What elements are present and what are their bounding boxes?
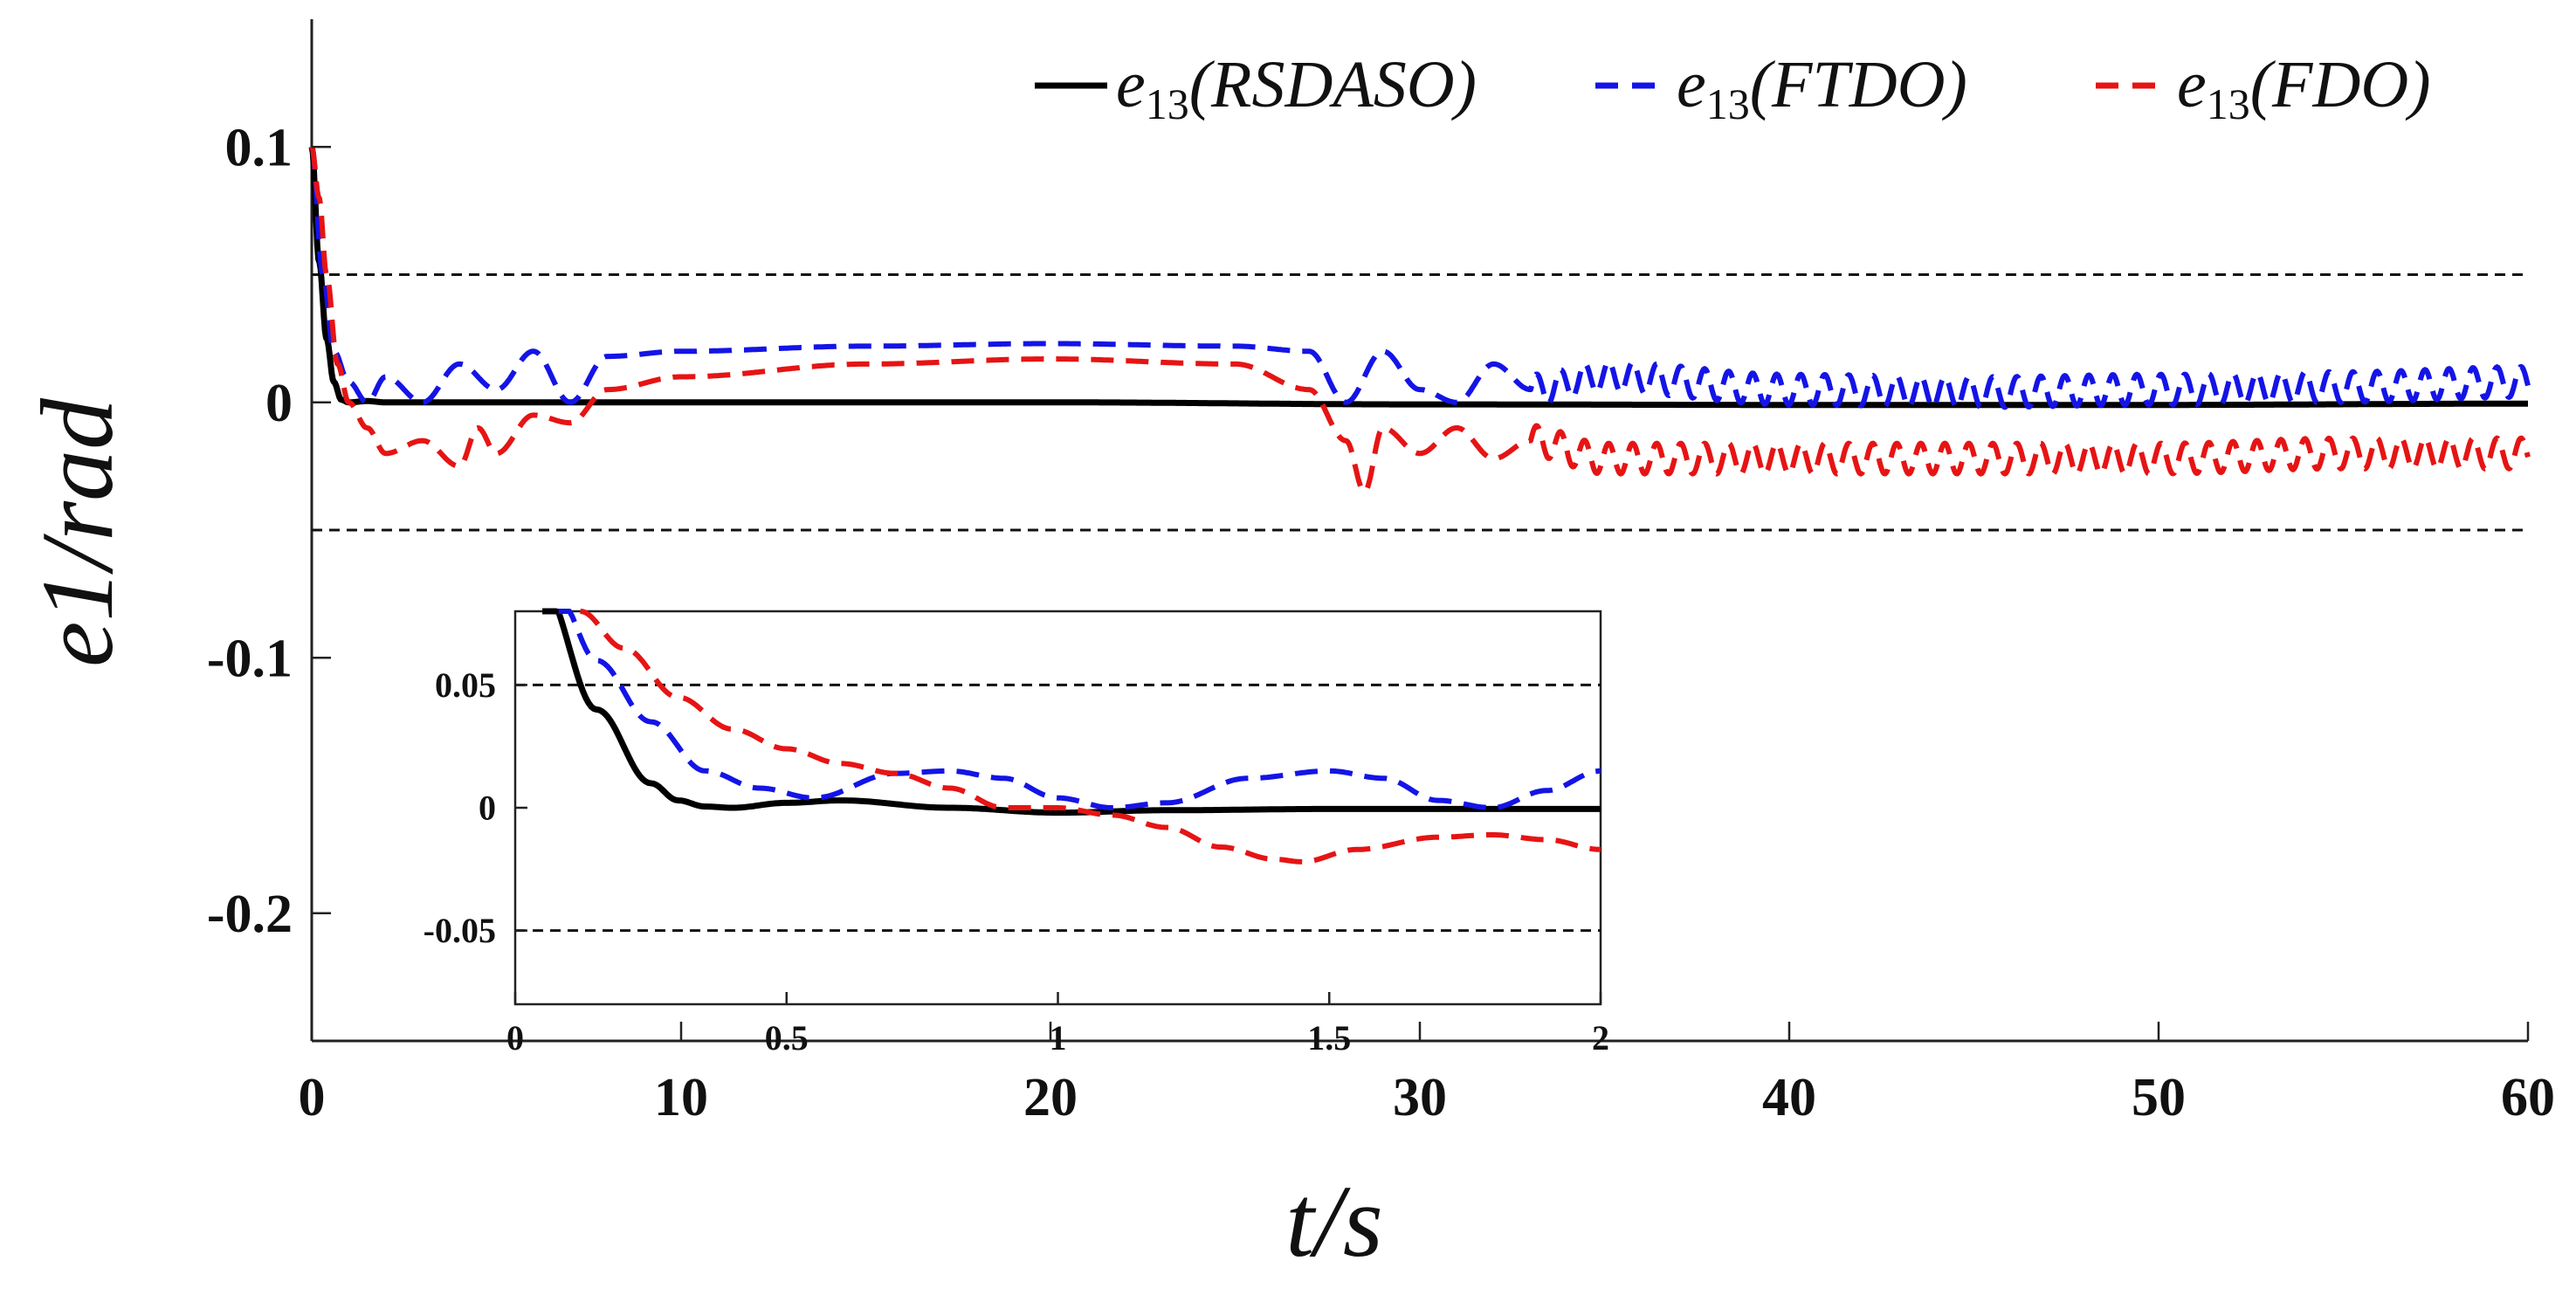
main-x-tick-label: 30 xyxy=(1393,1068,1447,1127)
inset-x-tick-label: 0.5 xyxy=(765,1018,809,1058)
legend-label-1: e13(RSDASO) xyxy=(1116,48,1477,128)
main-x-tick-label: 10 xyxy=(654,1068,708,1127)
y-label-text: e1/rad xyxy=(20,397,134,667)
main-y-tick-label: -0.2 xyxy=(207,885,293,944)
x-axis-label: t/s xyxy=(1285,1164,1383,1278)
inset-x-tick-label: 1.5 xyxy=(1307,1018,1351,1058)
inset-series-e13-ftdo xyxy=(558,609,1601,810)
legend: e13(RSDASO) e13(FTDO) e13(FDO) xyxy=(1035,48,2431,128)
main-x-tick-label: 60 xyxy=(2501,1068,2555,1127)
main-y-tick-label: 0.1 xyxy=(225,118,293,177)
svg-text:t/s: t/s xyxy=(1285,1164,1383,1278)
main-y-tick-label: -0.1 xyxy=(207,629,293,688)
legend-label-2: e13(FTDO) xyxy=(1677,48,1967,128)
main-y-tick-label: 0 xyxy=(265,374,293,433)
inset-plot: 0 0.5 1 1.5 2 0.05 0 -0.05 xyxy=(424,608,1609,1058)
legend-label-3: e13(FDO) xyxy=(2177,48,2431,128)
main-series-e13-fdo xyxy=(309,146,2531,495)
main-series-e13-rsdaso xyxy=(308,146,2531,409)
y-axis-label: e1/rad xyxy=(20,397,134,667)
main-plot: 0 10 20 30 40 50 60 0.10-0.1-0.2 xyxy=(207,19,2555,1127)
inset-y-tick-label: 0.05 xyxy=(435,665,496,705)
inset-series-e13-rsdaso xyxy=(541,608,1601,816)
main-x-tick-label: 0 xyxy=(299,1068,326,1127)
main-series-e13-ftdo xyxy=(309,146,2531,410)
inset-y-tick-label: 0 xyxy=(479,789,496,828)
svg-text:e1/rad: e1/rad xyxy=(20,397,134,667)
main-x-tick-label: 50 xyxy=(2132,1068,2186,1127)
inset-x-tick-label: 1 xyxy=(1050,1018,1067,1058)
inset-x-tick-label: 0 xyxy=(506,1018,524,1058)
x-label-text: t/s xyxy=(1285,1164,1383,1278)
main-x-tick-label: 40 xyxy=(1762,1068,1816,1127)
inset-x-tick-label: 2 xyxy=(1592,1018,1609,1058)
inset-y-tick-label: -0.05 xyxy=(424,911,496,950)
inset-series-e13-fdo xyxy=(580,609,1601,865)
main-x-tick-label: 20 xyxy=(1023,1068,1078,1127)
